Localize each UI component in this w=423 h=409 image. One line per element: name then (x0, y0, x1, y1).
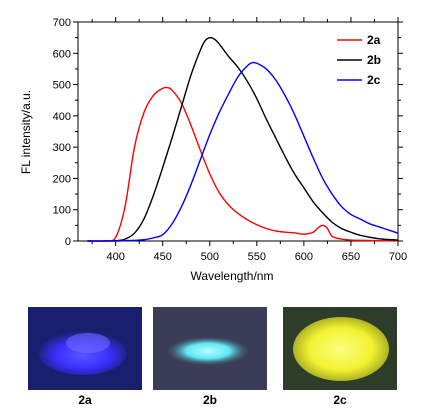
photo-panel-2c (283, 307, 397, 390)
series-line-2a (87, 86, 399, 242)
photo-2b-powder (168, 337, 248, 365)
legend-label-2b: 2b (367, 53, 381, 67)
x-tick-label: 550 (248, 251, 266, 263)
x-tick-label: 450 (154, 251, 172, 263)
y-tick-label: 200 (53, 173, 71, 185)
x-tick-label: 700 (389, 251, 407, 263)
photo-caption-2a: 2a (78, 393, 92, 407)
y-tick-label: 300 (53, 142, 71, 154)
plot-frame (77, 21, 399, 242)
x-axis-label: Wavelength/nm (191, 269, 274, 283)
photo-caption-2c: 2c (333, 393, 347, 407)
y-tick-label: 500 (53, 80, 71, 92)
chart-curves (87, 36, 399, 242)
photo-2a-highlight (66, 333, 110, 353)
x-tick-label: 400 (106, 251, 124, 263)
y-axis-label: FL intensity/a.u. (19, 90, 33, 174)
x-tick-label: 650 (342, 251, 360, 263)
photo-caption-2b: 2b (202, 393, 217, 407)
legend-label-2a: 2a (367, 33, 381, 47)
chart-axes: 400 450 500 550 600 650 700 0 100 200 300 400 500 600… (53, 17, 407, 263)
x-tick-label: 600 (295, 251, 313, 263)
y-tick-label: 600 (53, 48, 71, 60)
y-tick-label: 0 (65, 236, 71, 248)
series-line-2b (87, 36, 399, 242)
chart-legend: 2a 2b 2c (337, 33, 381, 87)
y-tick-label: 100 (53, 205, 71, 217)
photo-2a-image (28, 307, 142, 390)
photo-panel-2b (153, 307, 267, 390)
x-tick-label: 500 (201, 251, 219, 263)
y-tick-label: 700 (53, 17, 71, 29)
legend-label-2c: 2c (367, 73, 381, 87)
photo-panel-2a (28, 307, 142, 390)
photo-2c-powder (293, 317, 389, 381)
emission-spectrum-chart: 400 450 500 550 600 650 700 0 100 200 300 400 500 600… (19, 17, 407, 283)
series-line-2c (87, 61, 399, 242)
photo-2b-image (153, 307, 267, 390)
photo-2c-image (283, 307, 397, 390)
y-tick-label: 400 (53, 111, 71, 123)
